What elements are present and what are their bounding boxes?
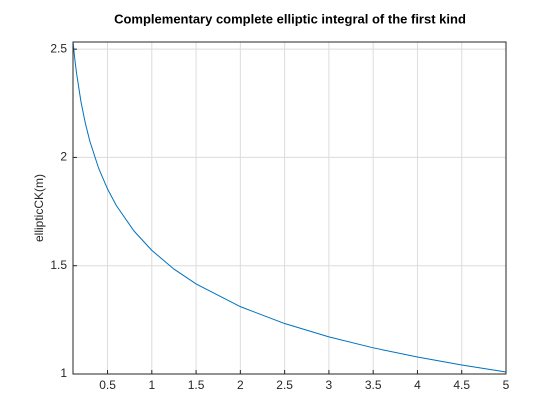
x-tick-label: 0.5 bbox=[99, 378, 116, 392]
marks bbox=[72, 41, 507, 373]
x-tick-label: 2.5 bbox=[276, 378, 293, 392]
x-tick-label: 4 bbox=[414, 378, 421, 392]
y-tick-label: 2.5 bbox=[50, 41, 67, 55]
y-tick-label: 2 bbox=[60, 150, 67, 164]
line-series bbox=[72, 41, 507, 373]
x-tick-label: 2 bbox=[237, 378, 244, 392]
x-tick-label: 3 bbox=[326, 378, 333, 392]
axes-box bbox=[72, 41, 507, 375]
y-tick-label: 1.5 bbox=[50, 258, 67, 272]
x-tick-label: 4.5 bbox=[453, 378, 470, 392]
x-tick-label: 1 bbox=[148, 378, 155, 392]
y-axis-label: ellipticCK(m) bbox=[32, 174, 46, 242]
x-tick-label: 3.5 bbox=[365, 378, 382, 392]
plot-area bbox=[73, 42, 506, 374]
y-tick-label: 1 bbox=[60, 366, 67, 380]
x-tick-label: 5 bbox=[503, 378, 510, 392]
x-tick-label: 1.5 bbox=[188, 378, 205, 392]
chart-title: Complementary complete elliptic integral… bbox=[114, 11, 466, 26]
